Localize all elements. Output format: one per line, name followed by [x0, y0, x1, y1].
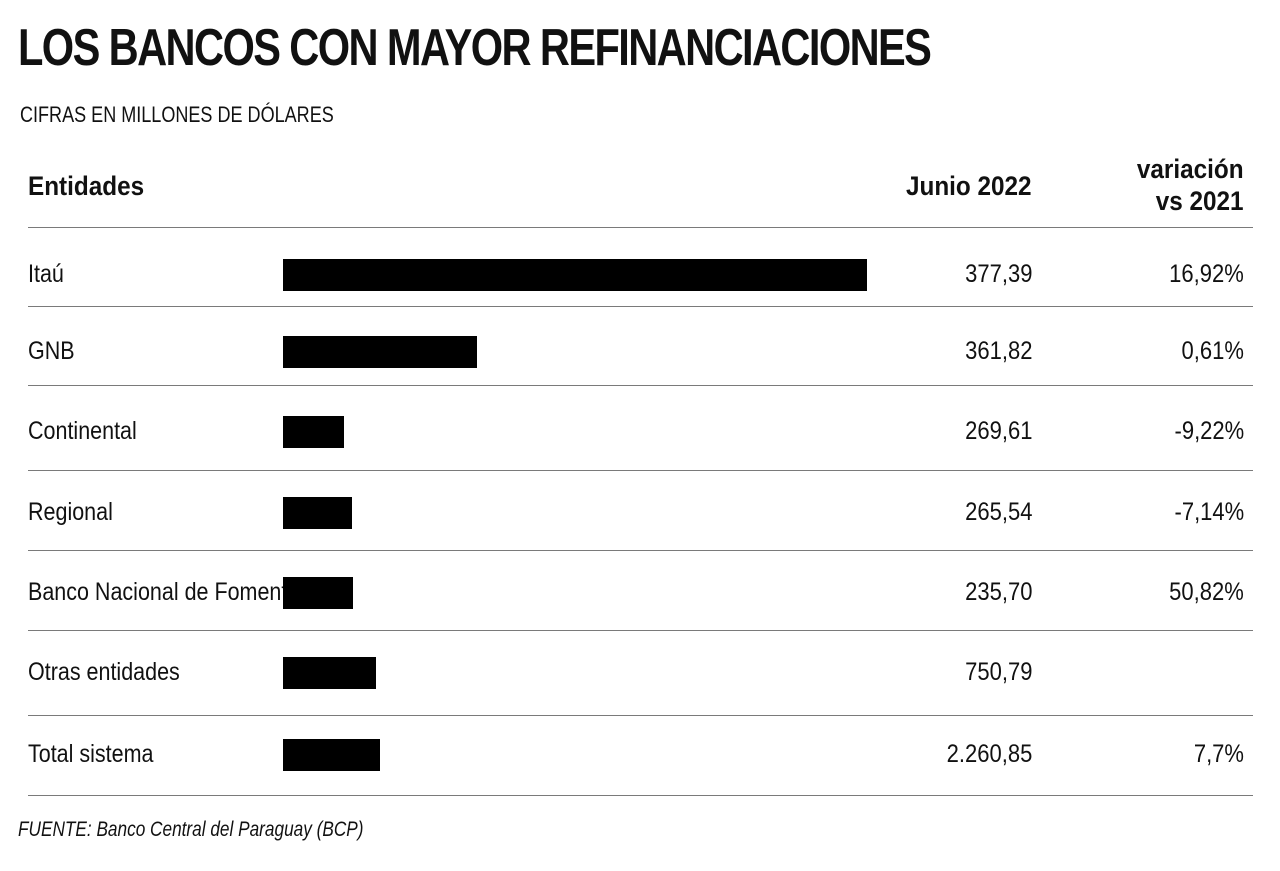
- row-entity-label: Otras entidades: [28, 658, 180, 686]
- column-header-variacion-line2: vs 2021: [1156, 186, 1244, 217]
- chart-subtitle: CIFRAS EN MILLONES DE DÓLARES: [20, 102, 334, 127]
- row-value-label: 377,39: [964, 260, 1032, 288]
- row-entity-label: Continental: [28, 417, 137, 445]
- row-divider: [28, 470, 1253, 471]
- row-value-label: 269,61: [964, 417, 1032, 445]
- row-value-label: 2.260,85: [946, 740, 1032, 768]
- bar-2: [283, 416, 344, 448]
- row-value-label: 235,70: [964, 578, 1032, 606]
- row-value-label: 265,54: [964, 498, 1032, 526]
- bar-4: [283, 577, 353, 609]
- row-variation-label: 50,82%: [1169, 578, 1244, 606]
- column-header-entidades: Entidades: [28, 171, 145, 201]
- row-entity-label: Itaú: [28, 260, 64, 288]
- bar-5: [283, 657, 376, 689]
- row-divider: [28, 550, 1253, 551]
- chart-source: FUENTE: Banco Central del Paraguay (BCP): [18, 818, 364, 841]
- row-divider: [28, 227, 1253, 228]
- row-variation-label: 0,61%: [1181, 337, 1244, 365]
- column-header-variacion: variación vs 2021: [1137, 153, 1244, 218]
- bar-0: [283, 259, 867, 291]
- row-value-label: 361,82: [964, 337, 1032, 365]
- row-variation-label: 16,92%: [1169, 260, 1244, 288]
- row-value-label: 750,79: [964, 658, 1032, 686]
- row-variation-label: -7,14%: [1174, 498, 1244, 526]
- chart-title: LOS BANCOS CON MAYOR REFINANCIACIONES: [18, 19, 932, 77]
- row-variation-label: -9,22%: [1174, 417, 1244, 445]
- row-divider: [28, 715, 1253, 716]
- row-entity-label: Banco Nacional de Fomento: [28, 578, 300, 606]
- row-entity-label: Regional: [28, 498, 113, 526]
- bar-6: [283, 739, 380, 771]
- row-variation-label: 7,7%: [1193, 740, 1244, 768]
- bar-1: [283, 336, 477, 368]
- bar-3: [283, 497, 352, 529]
- row-divider: [28, 795, 1253, 796]
- row-entity-label: Total sistema: [28, 740, 154, 768]
- row-divider: [28, 385, 1253, 386]
- column-header-junio-2022: Junio 2022: [906, 171, 1032, 201]
- column-header-variacion-line1: variación: [1137, 154, 1244, 184]
- row-divider: [28, 306, 1253, 307]
- row-divider: [28, 630, 1253, 631]
- row-entity-label: GNB: [28, 337, 75, 365]
